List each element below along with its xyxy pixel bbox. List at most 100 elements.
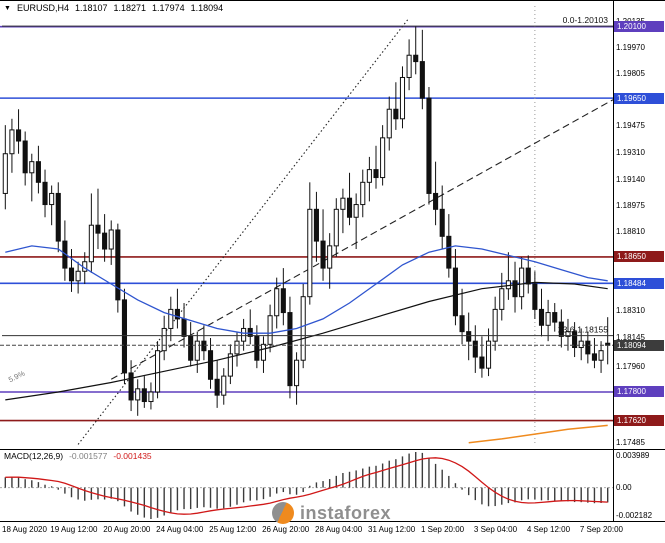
candle bbox=[29, 153, 35, 202]
dashed-trendline[interactable] bbox=[110, 99, 614, 380]
candle bbox=[532, 271, 538, 319]
candle bbox=[366, 156, 372, 202]
candle bbox=[135, 379, 141, 416]
candle bbox=[572, 322, 578, 358]
candle bbox=[68, 249, 75, 292]
candle bbox=[340, 188, 346, 234]
candle bbox=[452, 249, 458, 326]
candle bbox=[360, 169, 366, 218]
candle bbox=[479, 336, 485, 378]
candle bbox=[525, 255, 531, 294]
candle bbox=[155, 341, 161, 399]
candle bbox=[591, 337, 598, 369]
candle bbox=[95, 188, 101, 250]
candle bbox=[22, 131, 28, 186]
candle bbox=[313, 191, 319, 262]
candle bbox=[393, 82, 399, 130]
candle bbox=[115, 223, 121, 313]
macd-indicator-label: MACD(12,26,9) -0.001577 -0.001435 bbox=[4, 451, 152, 461]
candle bbox=[346, 172, 353, 226]
ma-dark-line bbox=[5, 281, 608, 401]
macd-name: MACD(12,26,9) bbox=[4, 451, 64, 461]
candle bbox=[214, 360, 220, 408]
macd-signal-line bbox=[5, 457, 608, 515]
candle bbox=[399, 66, 406, 129]
candle bbox=[446, 214, 452, 278]
candle bbox=[108, 220, 114, 265]
candle bbox=[121, 288, 128, 385]
symbol-timeframe-label: EURUSD,H4 bbox=[16, 3, 69, 13]
macd-histogram bbox=[4, 452, 609, 519]
candles-layer bbox=[2, 26, 611, 416]
ohlc-low: 1.17974 bbox=[152, 3, 185, 13]
candle bbox=[234, 331, 240, 367]
candle bbox=[585, 331, 591, 364]
candle bbox=[419, 29, 425, 110]
candle bbox=[492, 296, 498, 351]
ma-orange-line bbox=[468, 424, 608, 444]
candle bbox=[267, 304, 273, 353]
candle bbox=[148, 382, 154, 410]
candle bbox=[519, 256, 525, 310]
candle bbox=[274, 277, 280, 329]
instaforex-watermark-text: instaforex bbox=[300, 502, 392, 523]
candle bbox=[15, 109, 22, 154]
candle bbox=[2, 125, 8, 210]
candle bbox=[161, 315, 167, 361]
candle bbox=[558, 309, 564, 348]
candle bbox=[9, 118, 15, 173]
chart-title: ▼ EURUSD,H4 1.18107 1.18271 1.17974 1.18… bbox=[4, 3, 223, 13]
candle bbox=[227, 344, 233, 385]
candle bbox=[207, 337, 214, 389]
candle bbox=[333, 198, 339, 257]
candle bbox=[426, 87, 432, 205]
candle bbox=[294, 352, 300, 405]
candle bbox=[499, 272, 505, 321]
candle bbox=[320, 209, 326, 281]
macd-signal-value: -0.001435 bbox=[113, 451, 152, 461]
candle bbox=[168, 296, 174, 342]
candle bbox=[380, 125, 386, 186]
ohlc-high: 1.18271 bbox=[113, 3, 147, 13]
candle bbox=[42, 169, 48, 218]
fibonacci-level-label: 23.6-1.18155 bbox=[558, 325, 608, 335]
instaforex-logo-icon bbox=[272, 502, 294, 524]
candle bbox=[373, 145, 379, 189]
candle bbox=[386, 96, 392, 151]
candle bbox=[552, 303, 558, 332]
candle bbox=[75, 261, 81, 294]
candle bbox=[459, 288, 465, 345]
candle bbox=[545, 299, 551, 342]
chart-shift-marker-icon[interactable]: ▼ bbox=[4, 4, 11, 12]
candle bbox=[55, 182, 61, 253]
instaforex-watermark: instaforex bbox=[272, 502, 391, 524]
candle bbox=[221, 368, 227, 405]
candle bbox=[49, 185, 55, 226]
ohlc-close: 1.18094 bbox=[190, 3, 224, 13]
candle bbox=[35, 145, 41, 194]
candle bbox=[578, 328, 584, 361]
candle bbox=[472, 325, 478, 373]
candle bbox=[128, 360, 134, 412]
candle bbox=[598, 341, 604, 373]
candle bbox=[466, 312, 472, 361]
candle bbox=[260, 336, 267, 373]
candle bbox=[280, 268, 286, 326]
candle bbox=[307, 182, 313, 305]
candle bbox=[247, 309, 253, 345]
candle bbox=[439, 185, 445, 250]
macd-main-value: -0.001577 bbox=[69, 451, 108, 461]
candle bbox=[353, 193, 359, 250]
candle bbox=[287, 296, 293, 399]
candle bbox=[413, 26, 419, 75]
candle bbox=[512, 261, 518, 313]
candle bbox=[433, 161, 439, 226]
ma-blue-line bbox=[5, 245, 608, 334]
candle bbox=[201, 325, 207, 361]
candle bbox=[88, 193, 94, 273]
candle bbox=[254, 325, 260, 369]
candle bbox=[538, 288, 545, 337]
candle bbox=[406, 39, 412, 91]
